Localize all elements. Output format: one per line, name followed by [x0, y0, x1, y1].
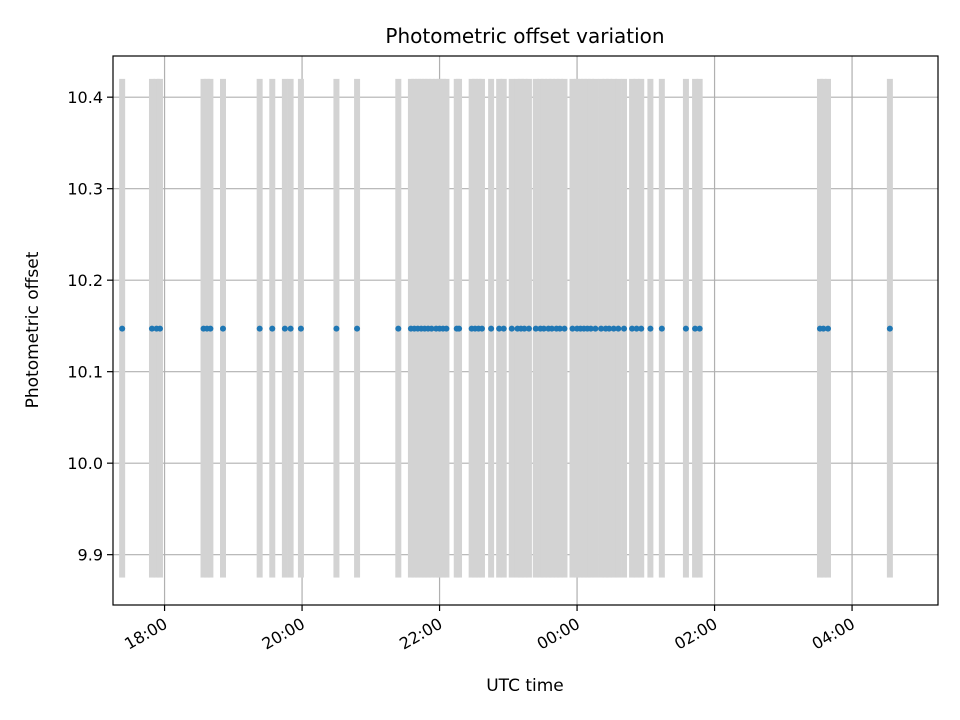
data-point	[606, 325, 613, 332]
data-point	[696, 325, 703, 332]
data-point	[610, 325, 617, 332]
data-point	[496, 325, 503, 332]
data-point	[220, 325, 226, 332]
y-tick-label: 10.3	[67, 180, 103, 199]
data-point	[500, 325, 507, 332]
y-tick-label: 10.2	[67, 271, 103, 290]
data-point	[287, 325, 294, 332]
data-point	[633, 325, 640, 332]
data-point	[692, 325, 699, 332]
data-point	[395, 325, 402, 332]
data-point	[119, 325, 126, 332]
data-point	[556, 325, 563, 332]
data-point	[207, 325, 214, 332]
data-point	[682, 325, 689, 332]
data-point	[825, 325, 831, 332]
data-point	[428, 325, 435, 332]
data-point	[647, 325, 654, 332]
data-point	[561, 325, 568, 332]
data-point	[508, 325, 515, 332]
data-point	[569, 325, 576, 332]
data-point	[269, 325, 276, 332]
data-point	[658, 325, 665, 332]
data-point	[521, 325, 528, 332]
data-point	[256, 325, 263, 332]
y-tick-label: 10.4	[67, 88, 103, 107]
data-point	[587, 325, 594, 332]
data-point	[886, 325, 893, 332]
data-point	[532, 325, 539, 332]
data-point	[148, 325, 155, 332]
data-point	[156, 325, 163, 332]
data-point	[548, 325, 555, 332]
points-layer	[119, 325, 893, 332]
data-point	[820, 325, 827, 332]
data-point	[354, 325, 361, 332]
data-point	[456, 325, 463, 332]
data-point	[615, 325, 622, 332]
plot-frame	[112, 55, 939, 606]
x-axis-title: UTC time	[486, 676, 564, 696]
data-point	[297, 325, 304, 332]
y-tick-label: 10.1	[67, 363, 103, 382]
data-point	[525, 325, 532, 332]
data-point	[592, 325, 599, 332]
data-point	[443, 325, 450, 332]
y-tick-label: 10.0	[67, 454, 103, 473]
y-axis-title: Photometric offset	[23, 251, 43, 408]
chart-title: Photometric offset variation	[385, 24, 664, 48]
data-point	[621, 325, 628, 332]
data-point	[638, 325, 645, 332]
y-tick-label: 9.9	[78, 546, 103, 565]
data-point	[540, 325, 547, 332]
data-point	[488, 325, 495, 332]
data-point	[629, 325, 636, 332]
data-point	[598, 325, 605, 332]
data-point	[281, 325, 288, 332]
data-point	[478, 325, 485, 332]
data-point	[333, 325, 340, 332]
